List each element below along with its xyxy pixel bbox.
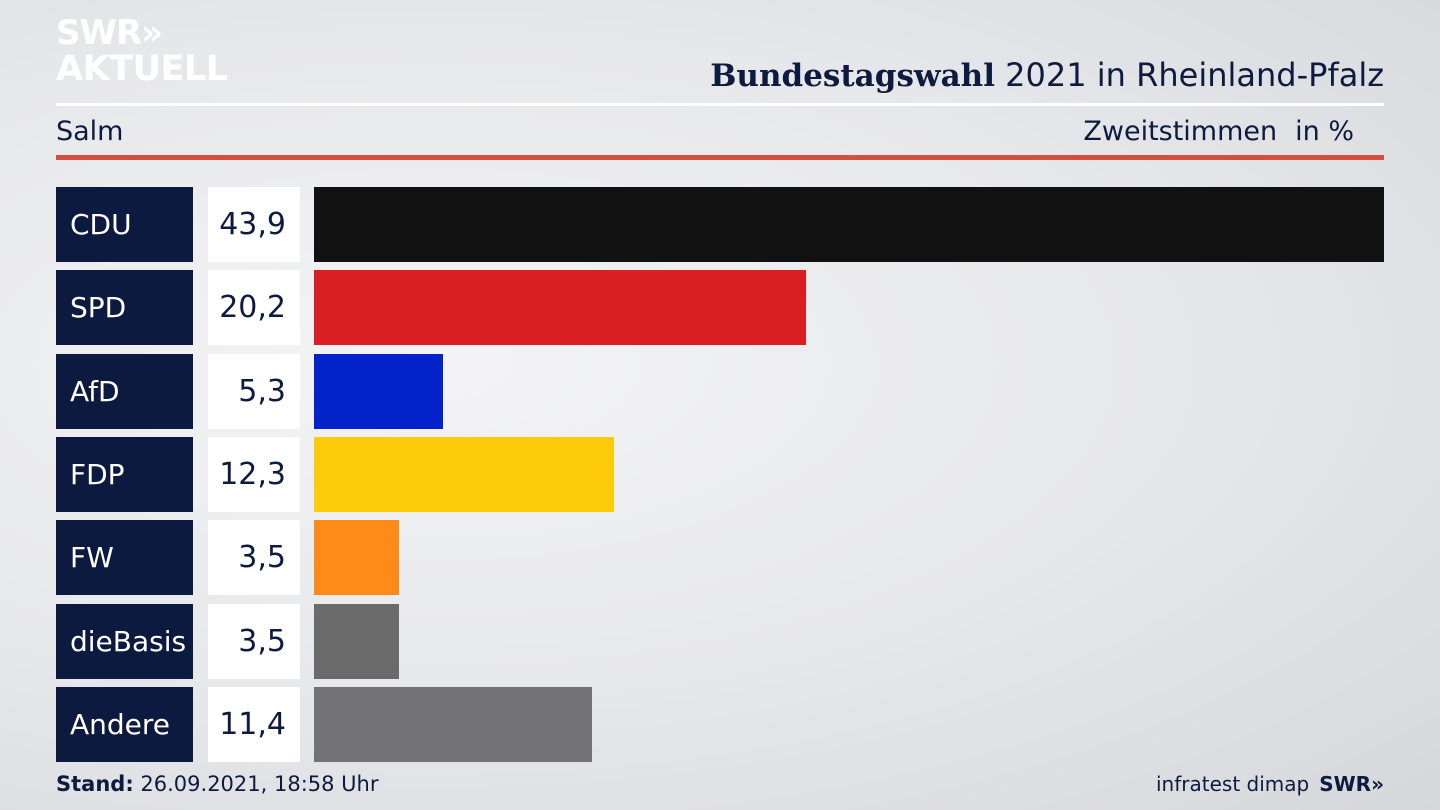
party-label: dieBasis [56, 604, 193, 679]
stand-label: Stand: [56, 772, 134, 796]
stand-value: 26.09.2021, 18:58 Uhr [133, 772, 379, 796]
party-label: SPD [56, 270, 193, 345]
region-label: Salm [56, 116, 124, 147]
source-credit: infratest dimap SWR» [1156, 772, 1384, 796]
party-label: AfD [56, 354, 193, 429]
swr-aktuell-logo: SWR» AKTUELL [56, 16, 228, 87]
bar-row: Andere 11,4 [56, 687, 1384, 762]
bar-row: SPD 20,2 [56, 270, 1384, 345]
accent-divider [56, 155, 1384, 160]
party-label: Andere [56, 687, 193, 762]
party-label: FW [56, 520, 193, 595]
chart-title-rest: 2021 in Rheinland-Pfalz [995, 56, 1384, 94]
bar-fw [314, 520, 399, 595]
value-label: 3,5 [208, 604, 300, 679]
logo-line-1: SWR» [56, 13, 163, 53]
chart-title: Bundestagswahl 2021 in Rheinland-Pfalz [710, 56, 1384, 94]
party-label: FDP [56, 437, 193, 512]
measure-label: Zweitstimmen in % [1083, 116, 1354, 147]
value-label: 5,3 [208, 354, 300, 429]
party-label: CDU [56, 187, 193, 262]
bar-afd [314, 354, 443, 429]
chart-title-bold: Bundestagswahl [710, 58, 995, 94]
unit-label: in % [1295, 116, 1354, 147]
bar-row: FDP 12,3 [56, 437, 1384, 512]
bar-row: CDU 43,9 [56, 187, 1384, 262]
measure-name: Zweitstimmen [1083, 116, 1278, 147]
bar-row: FW 3,5 [56, 520, 1384, 595]
value-label: 43,9 [208, 187, 300, 262]
bar-spd [314, 270, 806, 345]
value-label: 11,4 [208, 687, 300, 762]
bar-andere [314, 687, 592, 762]
logo-line-2: AKTUELL [56, 49, 228, 89]
value-label: 20,2 [208, 270, 300, 345]
bar-cdu [314, 187, 1384, 262]
bar-row: dieBasis 3,5 [56, 604, 1384, 679]
swr-brand-logo: SWR» [1319, 772, 1384, 796]
source-label: infratest dimap [1156, 772, 1310, 796]
bar-diebasis [314, 604, 399, 679]
timestamp: Stand: 26.09.2021, 18:58 Uhr [56, 772, 379, 796]
bar-row: AfD 5,3 [56, 354, 1384, 429]
bar-fdp [314, 437, 614, 512]
header-divider [56, 103, 1384, 106]
value-label: 12,3 [208, 437, 300, 512]
value-label: 3,5 [208, 520, 300, 595]
